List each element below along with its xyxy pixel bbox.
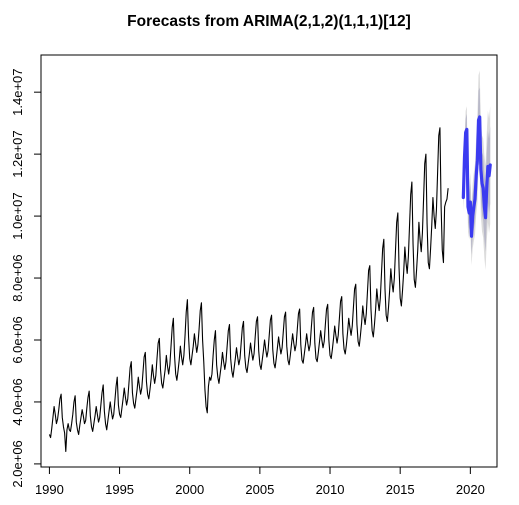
y-axis: 2.0e+06 4.0e+06 6.0e+06 8.0e+06 1.0e+07 1.2e+… [10,68,42,488]
y-tick-label: 2.0e+06 [10,440,25,487]
y-tick-label: 1.0e+07 [10,192,25,239]
y-tick-label: 1.4e+07 [10,68,25,115]
y-tick-label: 8.0e+06 [10,254,25,301]
x-tick-label: 2010 [316,482,345,497]
x-tick-label: 1990 [35,482,64,497]
x-tick-label: 2005 [245,482,274,497]
forecast-series-line [461,115,492,238]
observed-series-line [48,127,449,453]
y-tick-label: 1.2e+07 [10,130,25,177]
x-axis: 1990 1995 2000 2005 2010 2015 2020 [35,466,485,497]
y-tick-label: 6.0e+06 [10,316,25,363]
y-tick-label: 4.0e+06 [10,378,25,425]
x-tick-label: 2000 [175,482,204,497]
x-tick-label: 2015 [386,482,415,497]
chart-title: Forecasts from ARIMA(2,1,2)(1,1,1)[12] [127,13,411,30]
x-tick-label: 1995 [105,482,134,497]
x-tick-label: 2020 [456,482,485,497]
